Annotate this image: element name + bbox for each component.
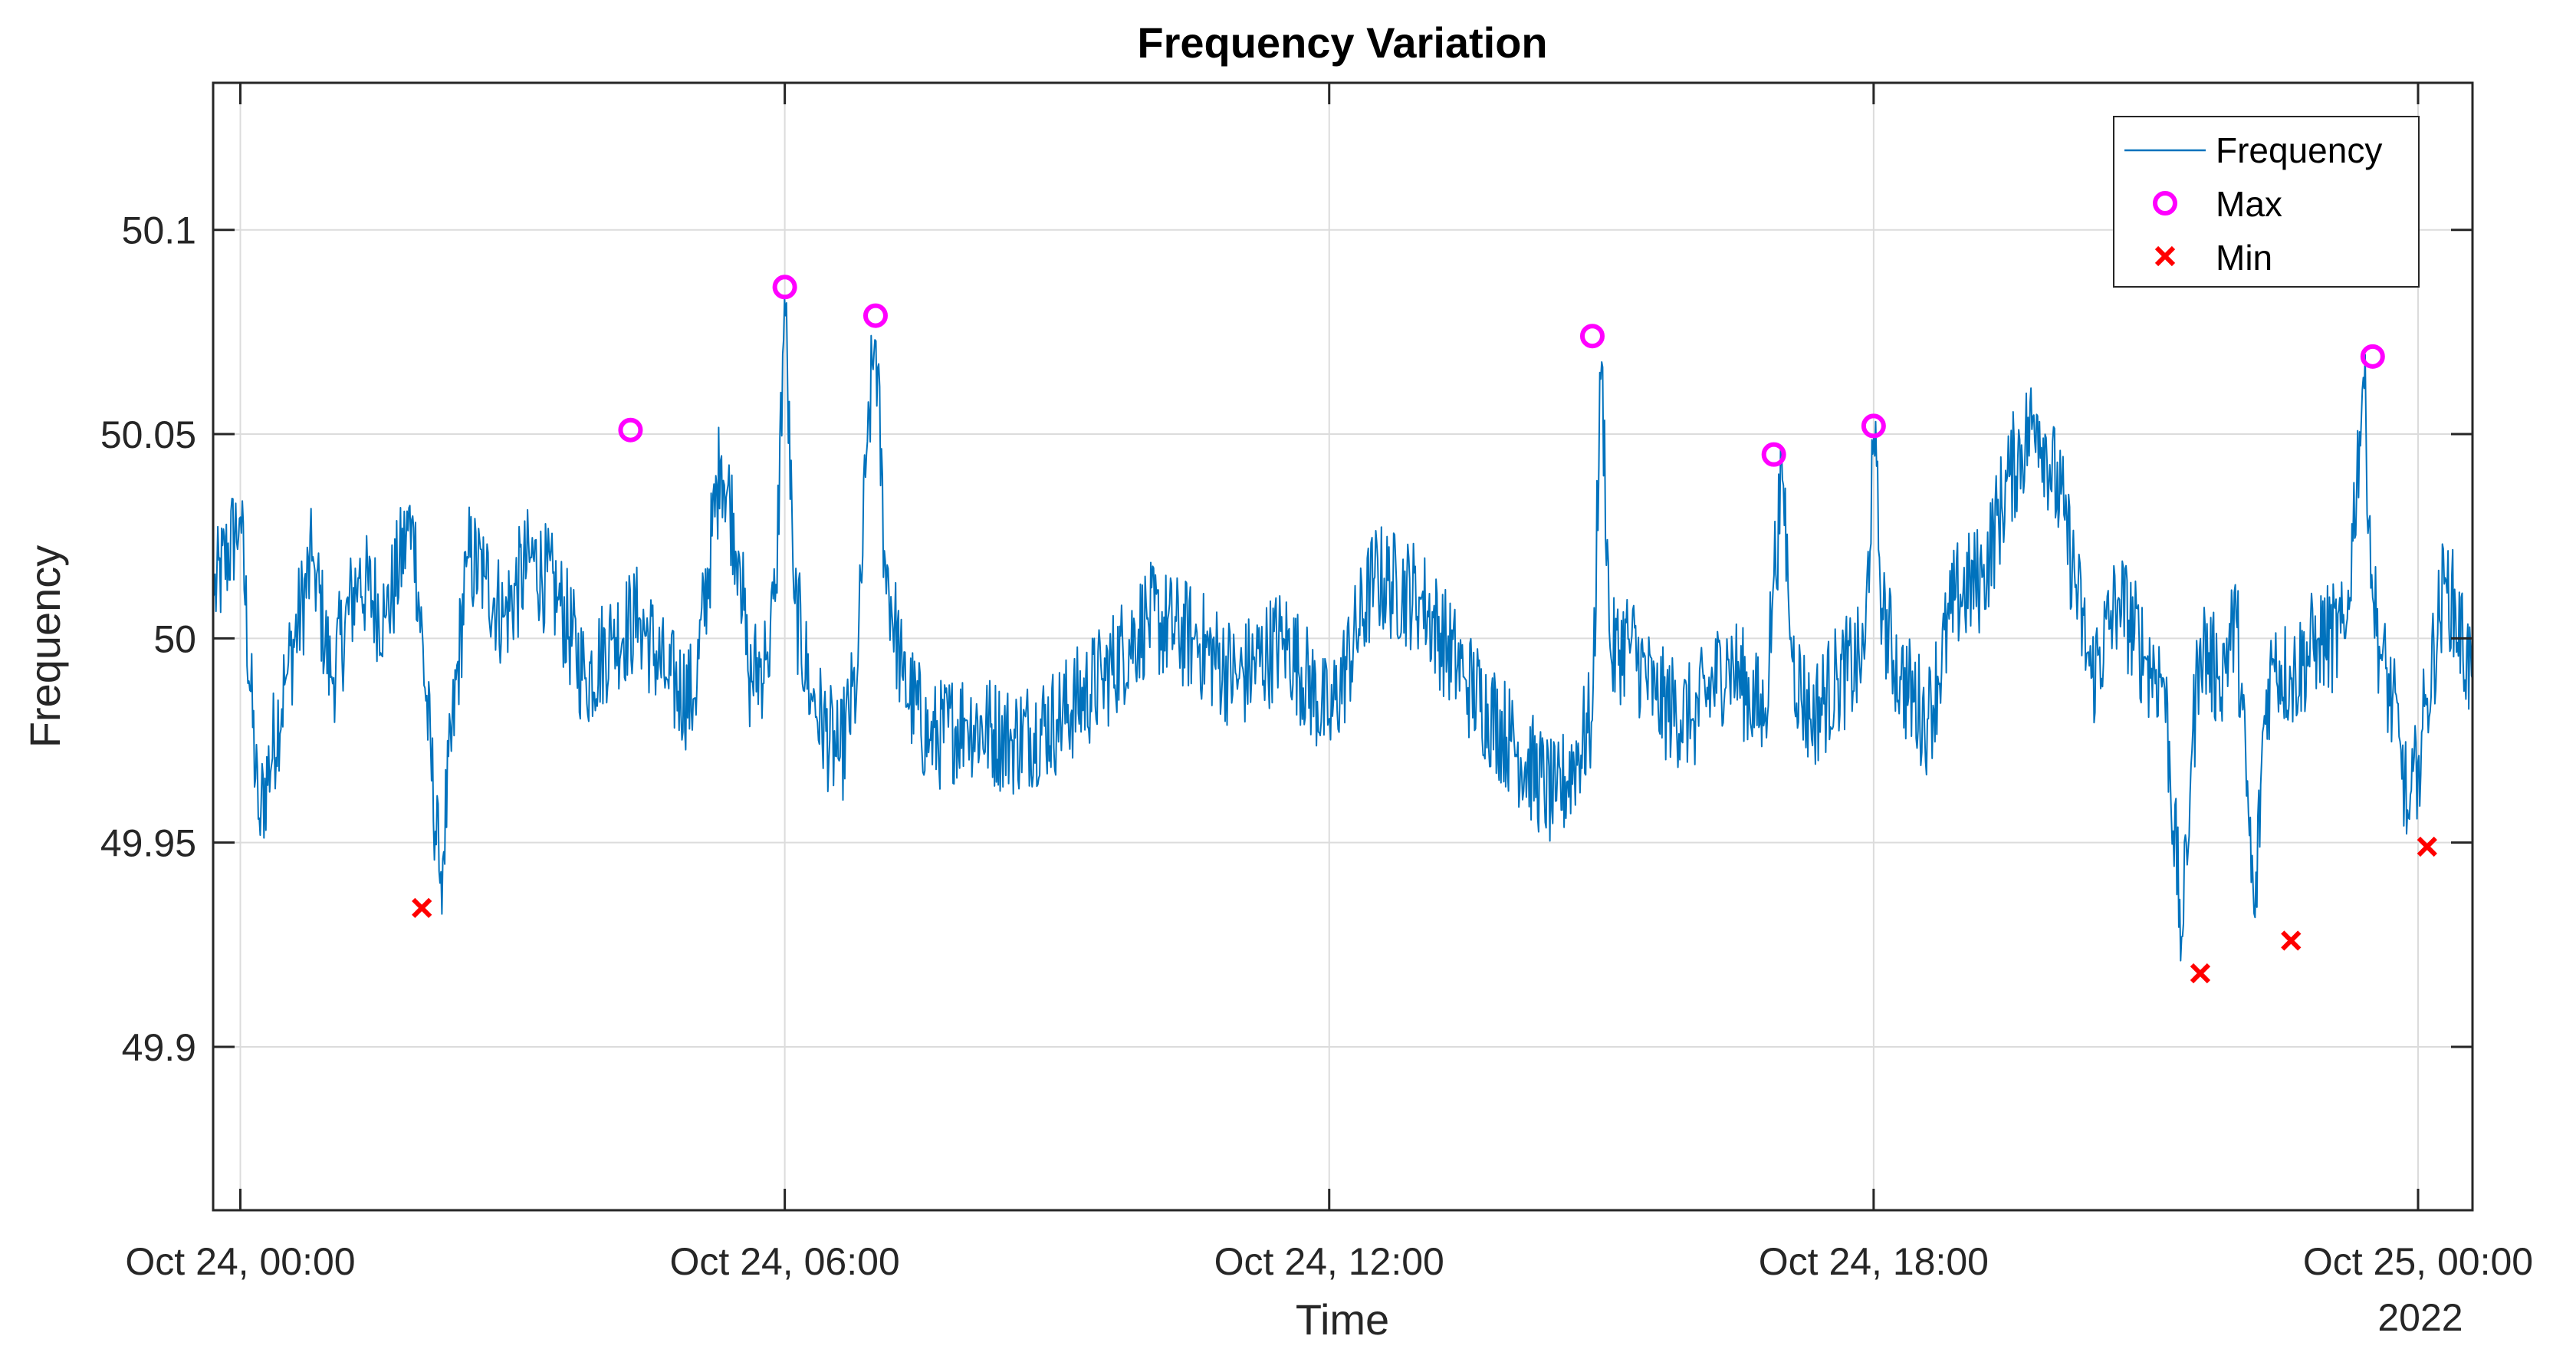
tick-marks [213, 83, 2472, 1210]
min-marker [2190, 962, 2211, 984]
legend: Frequency Max Min [2113, 116, 2420, 288]
x-tick-label: Oct 24, 00:00 [125, 1240, 355, 1283]
max-marker [618, 417, 643, 443]
min-marker [2417, 836, 2437, 857]
legend-max-label: Max [2216, 184, 2282, 224]
series-layer [212, 275, 2473, 984]
plot-frame [212, 81, 2474, 1212]
y-tick-label: 49.95 [100, 822, 196, 865]
y-tick-label: 50.1 [122, 209, 196, 252]
y-tick-label: 49.9 [122, 1026, 196, 1069]
x-tick-label: Oct 25, 00:00 [2303, 1240, 2533, 1283]
min-marker [2281, 930, 2302, 951]
x-tick-label: Oct 24, 12:00 [1214, 1240, 1444, 1283]
legend-min-label: Min [2216, 238, 2272, 278]
max-marker [2360, 344, 2385, 369]
x-tick-label: Oct 24, 06:00 [670, 1240, 900, 1283]
y-tick-label: 50 [153, 617, 196, 660]
legend-frequency-label: Frequency [2216, 130, 2382, 170]
x-axis-label: Time [1296, 1295, 1389, 1344]
x-secondary-label: 2022 [2377, 1296, 2463, 1339]
max-marker [863, 303, 888, 328]
min-marker [412, 897, 432, 918]
max-marker [1861, 413, 1886, 439]
max-marker [772, 275, 797, 300]
chart-title: Frequency Variation [1137, 18, 1547, 67]
legend-max-swatch [2153, 191, 2177, 216]
max-marker [1579, 324, 1605, 349]
max-marker [1761, 442, 1786, 467]
y-axis-label: Frequency [21, 545, 69, 749]
tick-labels: Oct 24, 00:00 Oct 24, 06:00 Oct 24, 12:00 O… [100, 209, 2533, 1283]
y-tick-label: 50.05 [100, 413, 196, 456]
frequency-series-line [212, 298, 2473, 962]
legend-min-swatch [2154, 245, 2176, 267]
x-tick-label: Oct 24, 18:00 [1759, 1240, 1989, 1283]
